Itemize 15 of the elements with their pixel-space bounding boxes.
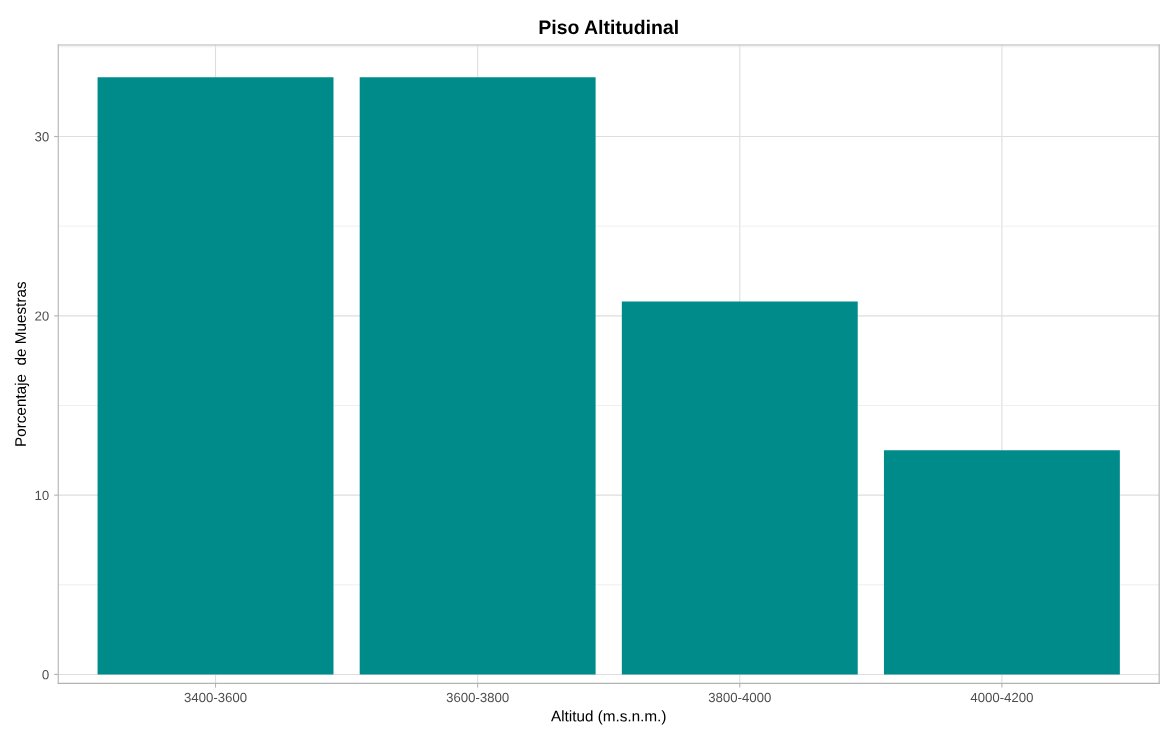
y-tick-label: 0 bbox=[42, 670, 49, 680]
x-axis-title: Altitud (m.s.n.m.) bbox=[551, 710, 666, 725]
x-tick-label: 3600-3800 bbox=[446, 692, 509, 703]
bar bbox=[359, 77, 596, 675]
bar bbox=[883, 450, 1120, 675]
x-tick-label: 4000-4200 bbox=[970, 692, 1033, 703]
y-tick-label: 30 bbox=[35, 132, 49, 142]
y-axis-title: Porcentaje de Muestras bbox=[14, 281, 29, 446]
x-tick-label: 3400-3600 bbox=[184, 692, 247, 703]
x-tick-label: 3800-4000 bbox=[708, 692, 771, 703]
chart-title: Piso Altitudinal bbox=[539, 19, 678, 35]
y-tick-label: 20 bbox=[35, 311, 49, 321]
bar bbox=[621, 301, 858, 675]
y-tick-label: 10 bbox=[35, 490, 49, 501]
bar bbox=[97, 77, 334, 675]
